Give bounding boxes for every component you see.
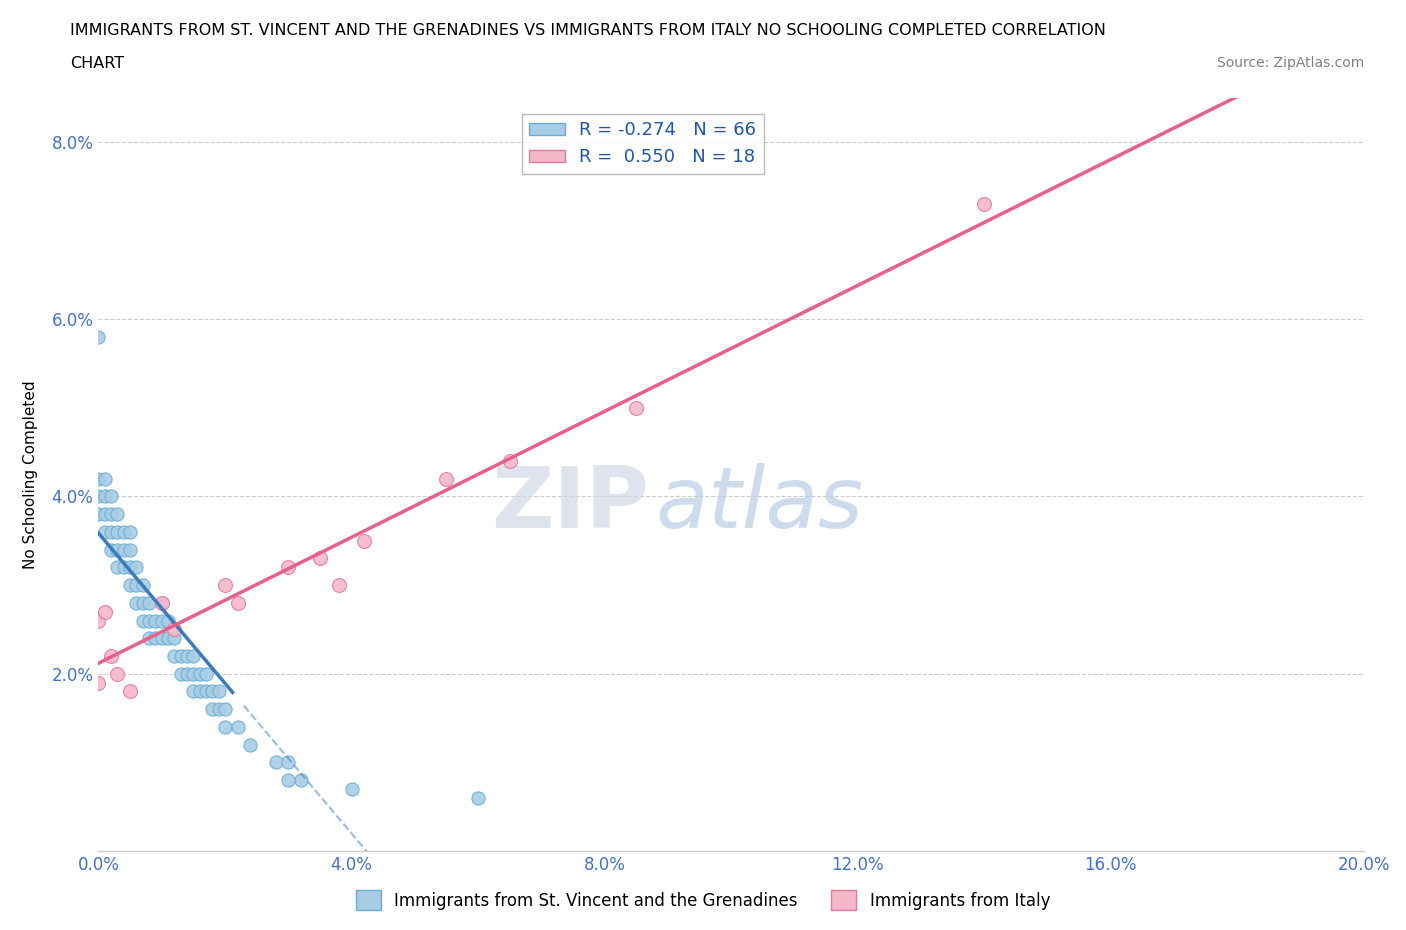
Text: IMMIGRANTS FROM ST. VINCENT AND THE GRENADINES VS IMMIGRANTS FROM ITALY NO SCHOO: IMMIGRANTS FROM ST. VINCENT AND THE GREN… [70,23,1107,38]
Point [277,560,299,575]
Point [93,507,117,522]
Point [87,489,110,504]
Text: atlas: atlas [655,463,863,546]
Point [93,489,117,504]
Text: Source: ZipAtlas.com: Source: ZipAtlas.com [1216,56,1364,70]
Point [145,631,166,645]
Point [163,631,186,645]
Point [145,613,166,628]
Point [328,578,350,592]
Text: ZIP: ZIP [491,463,648,546]
Point [624,401,647,416]
Point [120,525,141,539]
Point [112,560,135,575]
Point [100,507,122,522]
Point [107,507,129,522]
Point [107,666,129,681]
Point [353,533,375,548]
Point [309,551,332,566]
Point [93,472,117,486]
Point [201,684,224,698]
Point [183,648,205,663]
Point [183,666,205,681]
Point [157,631,180,645]
Point [290,773,312,788]
Point [150,613,173,628]
Point [150,631,173,645]
Point [120,560,141,575]
Point [125,560,148,575]
Point [107,560,129,575]
Point [194,684,218,698]
Point [214,702,236,717]
Legend: R = -0.274   N = 66, R =  0.550   N = 18: R = -0.274 N = 66, R = 0.550 N = 18 [522,114,763,174]
Point [157,613,180,628]
Point [208,684,231,698]
Point [120,542,141,557]
Point [340,781,363,796]
Y-axis label: No Schooling Completed: No Schooling Completed [22,380,38,568]
Point [498,454,520,469]
Point [100,525,122,539]
Point [169,666,191,681]
Text: CHART: CHART [70,56,124,71]
Point [138,595,160,610]
Point [87,675,110,690]
Point [93,525,117,539]
Point [87,329,110,344]
Point [226,595,249,610]
Point [277,755,299,770]
Point [100,648,122,663]
Point [112,525,135,539]
Point [467,790,489,805]
Point [169,648,191,663]
Point [239,737,262,752]
Point [214,720,236,735]
Point [188,666,211,681]
Point [436,472,458,486]
Point [107,542,129,557]
Point [226,720,249,735]
Point [100,489,122,504]
Point [163,622,186,637]
Point [112,542,135,557]
Legend: Immigrants from St. Vincent and the Grenadines, Immigrants from Italy: Immigrants from St. Vincent and the Gren… [349,884,1057,917]
Point [125,595,148,610]
Point [93,604,117,619]
Point [194,666,218,681]
Point [87,613,110,628]
Point [132,595,155,610]
Point [120,578,141,592]
Point [132,578,155,592]
Point [125,578,148,592]
Point [138,613,160,628]
Point [150,595,173,610]
Point [100,542,122,557]
Point [188,684,211,698]
Point [132,613,155,628]
Point [87,472,110,486]
Point [150,595,173,610]
Point [208,702,231,717]
Point [163,648,186,663]
Point [201,702,224,717]
Point [277,773,299,788]
Point [176,648,198,663]
Point [176,666,198,681]
Point [973,196,995,211]
Point [214,578,236,592]
Point [264,755,287,770]
Point [120,684,141,698]
Point [183,684,205,698]
Point [138,631,160,645]
Point [87,507,110,522]
Point [107,525,129,539]
